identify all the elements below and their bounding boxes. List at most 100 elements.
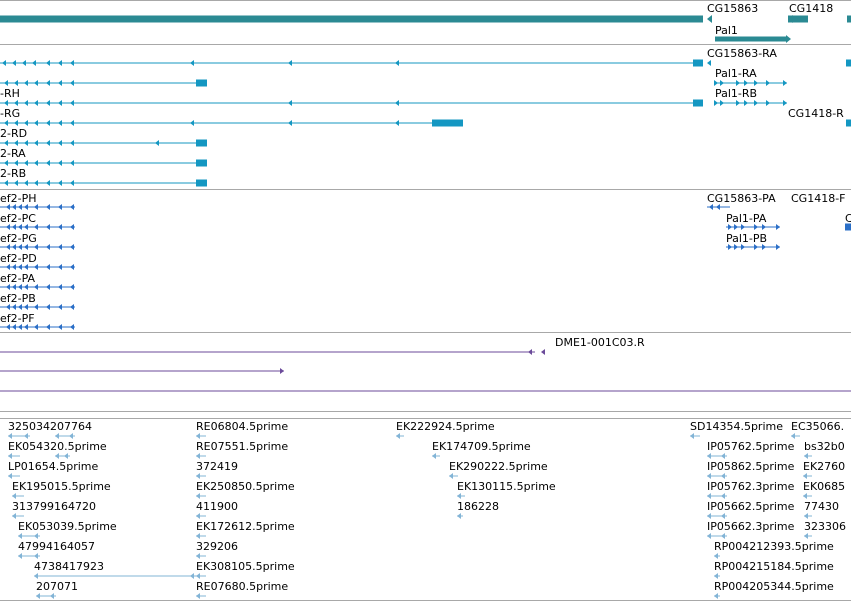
transcript-feature[interactable] bbox=[288, 60, 292, 66]
transcript-feature[interactable] bbox=[720, 80, 724, 86]
transcript-feature[interactable] bbox=[58, 160, 62, 166]
est-label[interactable]: RP004205344.5prime bbox=[714, 580, 834, 593]
est-feature[interactable] bbox=[721, 493, 725, 499]
est-label[interactable]: 411900 bbox=[196, 500, 238, 513]
protein-feature[interactable] bbox=[18, 204, 22, 210]
transcript-feature[interactable] bbox=[22, 60, 26, 66]
est-label[interactable]: 323306 bbox=[804, 520, 846, 533]
protein-label[interactable]: C bbox=[845, 212, 851, 225]
protein-feature[interactable] bbox=[70, 304, 74, 310]
transcript-feature[interactable] bbox=[395, 120, 399, 126]
est-feature[interactable] bbox=[55, 433, 59, 439]
est-label[interactable]: EC35066. bbox=[791, 420, 845, 433]
transcript-feature[interactable] bbox=[395, 60, 399, 66]
transcript-feature[interactable] bbox=[24, 160, 28, 166]
est-feature[interactable] bbox=[196, 473, 200, 479]
est-label[interactable]: IP05862.5prime bbox=[707, 460, 795, 473]
protein-feature[interactable] bbox=[18, 244, 22, 250]
protein-feature[interactable] bbox=[24, 324, 28, 330]
est-label[interactable]: 77430 bbox=[804, 500, 839, 513]
transcript-feature[interactable] bbox=[58, 80, 62, 86]
transcript-feature[interactable] bbox=[46, 160, 50, 166]
protein-feature[interactable] bbox=[6, 244, 10, 250]
est-feature[interactable] bbox=[707, 533, 711, 539]
protein-feature[interactable] bbox=[734, 224, 738, 230]
est-label[interactable]: IP05762.3prime bbox=[707, 480, 795, 493]
transcript-feature[interactable] bbox=[190, 60, 194, 66]
protein-feature[interactable] bbox=[46, 264, 50, 270]
protein-feature[interactable] bbox=[728, 244, 732, 250]
repeat-label[interactable]: DME1-001C03.R bbox=[555, 336, 645, 349]
transcript-label[interactable]: CG15863-RA bbox=[707, 47, 777, 60]
protein-feature[interactable] bbox=[24, 204, 28, 210]
protein-feature[interactable] bbox=[34, 204, 38, 210]
est-feature[interactable] bbox=[721, 513, 725, 519]
transcript-exon[interactable] bbox=[693, 59, 703, 67]
est-feature[interactable] bbox=[190, 573, 194, 579]
transcript-feature[interactable] bbox=[766, 80, 770, 86]
est-feature[interactable] bbox=[707, 453, 711, 459]
transcript-exon[interactable] bbox=[196, 179, 207, 187]
protein-feature[interactable] bbox=[70, 224, 74, 230]
est-feature[interactable] bbox=[196, 533, 200, 539]
transcript-feature[interactable] bbox=[14, 100, 18, 106]
repeat-feature[interactable] bbox=[541, 349, 545, 355]
est-feature[interactable] bbox=[432, 453, 436, 459]
est-label[interactable]: RP004212393.5prime bbox=[714, 540, 834, 553]
est-feature[interactable] bbox=[64, 453, 68, 459]
protein-feature[interactable] bbox=[58, 224, 62, 230]
protein-label[interactable]: ef2-PC bbox=[0, 212, 36, 225]
protein-feature[interactable] bbox=[70, 264, 74, 270]
transcript-feature[interactable] bbox=[4, 100, 8, 106]
est-label[interactable]: IP05662.3prime bbox=[707, 520, 795, 533]
transcript-feature[interactable] bbox=[58, 100, 62, 106]
est-feature[interactable] bbox=[714, 573, 718, 579]
gene-label[interactable]: Pal1 bbox=[715, 24, 738, 37]
transcript-feature[interactable] bbox=[58, 180, 62, 186]
transcript-feature[interactable] bbox=[766, 100, 770, 106]
est-feature[interactable] bbox=[449, 473, 453, 479]
protein-feature[interactable] bbox=[46, 224, 50, 230]
transcript-feature[interactable] bbox=[34, 80, 38, 86]
protein-feature[interactable] bbox=[24, 224, 28, 230]
transcript-feature[interactable] bbox=[288, 100, 292, 106]
protein-feature[interactable] bbox=[6, 264, 10, 270]
transcript-feature[interactable] bbox=[14, 120, 18, 126]
transcript-label[interactable]: -RH bbox=[0, 87, 20, 100]
est-feature[interactable] bbox=[714, 593, 718, 599]
protein-feature[interactable] bbox=[58, 304, 62, 310]
protein-feature[interactable] bbox=[46, 324, 50, 330]
est-feature[interactable] bbox=[457, 513, 461, 519]
transcript-feature[interactable] bbox=[783, 100, 787, 106]
est-feature[interactable] bbox=[8, 473, 12, 479]
protein-feature[interactable] bbox=[34, 304, 38, 310]
protein-feature[interactable] bbox=[12, 304, 16, 310]
est-label[interactable]: EK054320.5prime bbox=[8, 440, 107, 453]
est-label[interactable]: RE07680.5prime bbox=[196, 580, 289, 593]
protein-label[interactable]: ef2-PG bbox=[0, 232, 37, 245]
transcript-feature[interactable] bbox=[34, 160, 38, 166]
est-label[interactable]: EK250850.5prime bbox=[196, 480, 295, 493]
protein-feature[interactable] bbox=[754, 224, 758, 230]
est-feature[interactable] bbox=[24, 433, 28, 439]
transcript-feature[interactable] bbox=[46, 100, 50, 106]
protein-label[interactable]: CG15863-PA bbox=[707, 192, 776, 205]
protein-feature[interactable] bbox=[58, 204, 62, 210]
repeat-feature[interactable] bbox=[280, 368, 284, 374]
est-feature[interactable] bbox=[721, 453, 725, 459]
est-label[interactable]: EK174709.5prime bbox=[432, 440, 531, 453]
protein-feature[interactable] bbox=[762, 244, 766, 250]
protein-feature[interactable] bbox=[46, 284, 50, 290]
transcript-feature[interactable] bbox=[4, 80, 8, 86]
protein-feature[interactable] bbox=[776, 244, 780, 250]
transcript-feature[interactable] bbox=[754, 100, 758, 106]
transcript-feature[interactable] bbox=[707, 60, 711, 66]
transcript-exon[interactable] bbox=[846, 59, 851, 67]
est-label[interactable]: bs32b0 bbox=[804, 440, 845, 453]
gene-feature[interactable] bbox=[707, 15, 712, 23]
transcript-feature[interactable] bbox=[46, 180, 50, 186]
protein-feature[interactable] bbox=[58, 324, 62, 330]
est-feature[interactable] bbox=[34, 553, 38, 559]
transcript-exon[interactable] bbox=[196, 159, 207, 167]
protein-feature[interactable] bbox=[24, 284, 28, 290]
